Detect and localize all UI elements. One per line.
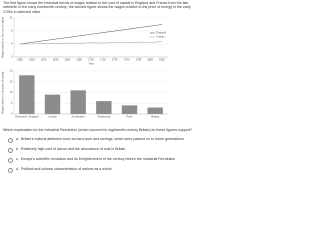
option-letter: a. <box>16 137 19 141</box>
y-tick-label: 4 <box>11 42 13 46</box>
x-tick-label: Paris <box>127 115 134 119</box>
y-tick-label: 0 <box>11 55 13 59</box>
bar <box>147 107 163 114</box>
x-tick-label: 1580 <box>17 58 23 62</box>
x-tick-label: 1620 <box>41 58 47 62</box>
question: Which explanation for the Industrial Rev… <box>3 128 192 132</box>
x-tick-label: 1740 <box>112 58 118 62</box>
x-tick-label: Amsterdam <box>72 115 85 119</box>
x-tick-label: 1820 <box>159 58 165 62</box>
option-letter: c. <box>16 157 19 161</box>
intro: The first figure shows the historical tr… <box>3 1 191 14</box>
y-tick-label: 5 <box>11 101 13 105</box>
option-text: Europe's scientific revolution and its E… <box>20 157 176 161</box>
x-tick-label: 1720 <box>100 58 106 62</box>
radio-button[interactable] <box>8 167 13 173</box>
x-tick-label: Beijing <box>151 115 159 119</box>
x-tick-label: London <box>48 115 57 119</box>
option[interactable]: d. Political and cultural characteristics… <box>8 167 196 173</box>
y-tick-label: 20 <box>10 69 13 73</box>
x-tick-label: 1680 <box>76 58 82 62</box>
bar <box>96 101 112 114</box>
x-tick-label: 1700 <box>88 58 94 62</box>
line-series <box>19 24 163 45</box>
x-tick-label: 1800 <box>147 58 153 62</box>
x-tick-label: 1640 <box>53 58 59 62</box>
x-tick-label: 1600 <box>29 58 35 62</box>
bar <box>121 105 138 114</box>
radio-button[interactable] <box>8 157 13 163</box>
bar <box>19 75 35 114</box>
option-text: Political and cultural characteristics o… <box>21 167 112 171</box>
y-tick-label: 8 <box>11 29 13 33</box>
radio-button[interactable] <box>8 147 13 153</box>
line-series <box>19 41 163 45</box>
y-tick-label: 15 <box>10 79 13 83</box>
y-axis-label: Wages relative to the price of energy <box>1 71 5 114</box>
option[interactable]: a. Britain's cultural attributes such as … <box>8 137 196 143</box>
x-tick-label: 1660 <box>64 58 70 62</box>
x-tick-label: 1760 <box>124 58 130 62</box>
y-tick-label: 0 <box>11 112 13 116</box>
x-tick-label: Newcastle, England <box>15 115 38 119</box>
option-text: Britain's cultural attributes such as ha… <box>21 137 184 141</box>
option-text: Relatively high cost of labour and the a… <box>21 147 126 151</box>
x-tick-label: Strasbourg <box>97 115 110 119</box>
page: The first figure shows the historical tr… <box>0 0 200 179</box>
radio-button[interactable] <box>8 137 13 143</box>
option[interactable]: c. Europe's scientific revolution and its… <box>8 157 196 163</box>
legend-label: England <box>157 31 167 35</box>
legend-label: France <box>157 35 166 39</box>
option-letter: b. <box>16 147 19 151</box>
bar <box>70 90 86 114</box>
x-axis-label: Year <box>88 62 93 66</box>
option-letter: d. <box>16 167 19 171</box>
line-chart: 0 4 8 12 Wages relative to the cost of capit… <box>1 16 168 66</box>
y-tick-label: 12 <box>10 16 13 20</box>
bar-chart: 0 5 10 15 20 Wages relative to the price of e… <box>1 69 168 119</box>
x-tick-label: 1780 <box>135 58 141 62</box>
y-axis-label: Wages relative to the cost of capital <box>1 17 5 58</box>
y-tick-label: 10 <box>10 90 13 94</box>
bar <box>44 94 61 114</box>
option[interactable]: b. Relatively high cost of labour and the… <box>8 147 196 153</box>
